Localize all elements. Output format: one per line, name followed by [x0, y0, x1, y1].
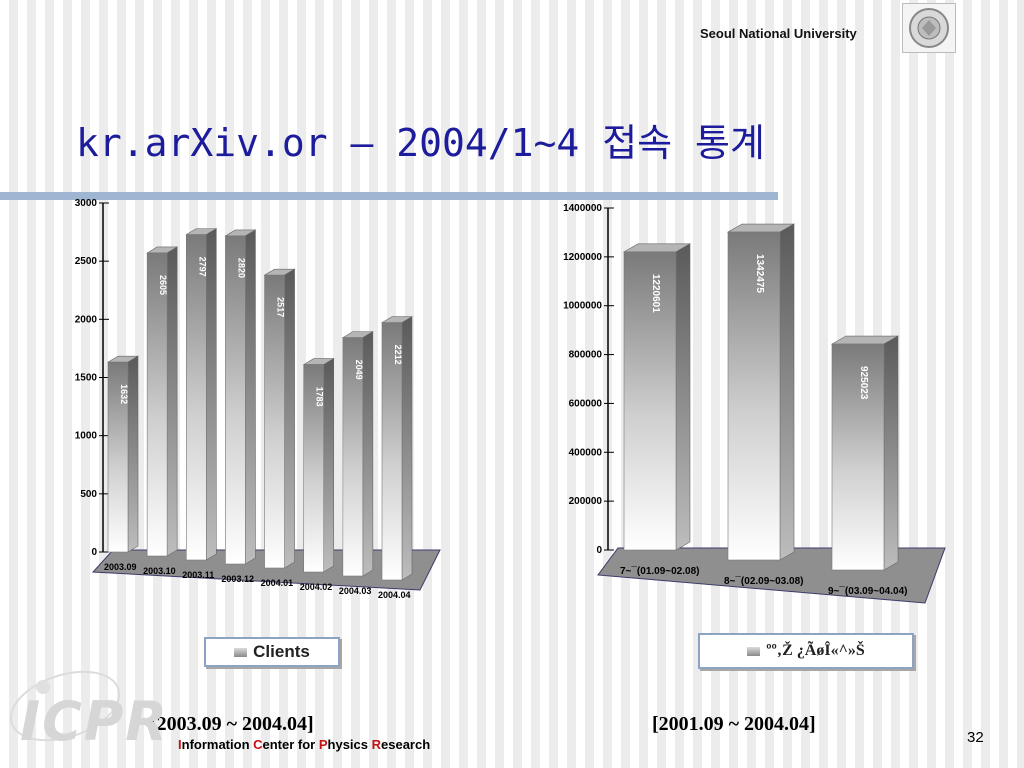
icpr-logo: ICPR [20, 690, 169, 753]
data-label: 2212 [393, 345, 403, 365]
bar [264, 274, 285, 569]
bar [381, 322, 403, 581]
bar [107, 361, 129, 553]
bar [185, 234, 207, 561]
bar [727, 231, 781, 561]
bar-side [883, 335, 899, 571]
category-label: 2004.01 [261, 578, 294, 588]
y-tick-label: 600000 [569, 398, 603, 409]
data-label: 2517 [276, 297, 286, 317]
data-label: 2820 [236, 258, 246, 278]
bar-side [205, 228, 217, 561]
y-tick-label: 0 [91, 547, 97, 558]
data-label: 1342475 [754, 254, 765, 293]
footer-initial-p: P [318, 737, 328, 752]
range-right: [2001.09 ~ 2004.04] [652, 713, 816, 735]
range-left: [2003.09 ~ 2004.04] [150, 713, 314, 735]
data-label: 2797 [197, 257, 207, 277]
y-tick-label: 1200000 [563, 252, 602, 263]
bar [303, 364, 325, 573]
y-tick-label: 0 [596, 545, 602, 556]
data-label: 1783 [315, 387, 325, 407]
footer-initial-r: R [371, 737, 382, 752]
y-tick-label: 200000 [569, 496, 603, 507]
page-number: 32 [967, 729, 984, 746]
y-tick-label: 2000 [75, 314, 98, 325]
legend-clients: Clients [204, 637, 340, 667]
bar [225, 235, 246, 565]
slide-title: kr.arXiv.or – 2004/1~4 접속 통계 [76, 121, 765, 165]
data-label: 2049 [354, 360, 364, 380]
category-label: 2003.11 [182, 570, 214, 580]
title-rule [0, 192, 778, 200]
footer-word4: esearch [381, 737, 431, 752]
footer-initial-c: C [253, 737, 263, 752]
data-label: 925023 [858, 366, 869, 400]
category-label: 7~¯(01.09~02.08) [620, 565, 699, 577]
header-org: Seoul National University [700, 26, 857, 41]
y-tick-label: 1400000 [563, 203, 602, 214]
legend-right: ºº‚Ž ¿ÃøÎ«^»Š [698, 633, 914, 669]
legend-swatch [234, 647, 248, 657]
data-label: 1220601 [650, 274, 661, 313]
y-tick-label: 3000 [75, 198, 98, 209]
bar [831, 343, 885, 571]
category-label: 8~¯(02.09~03.08) [724, 575, 803, 587]
y-tick-label: 1000000 [563, 301, 602, 312]
y-tick-label: 800000 [569, 350, 603, 361]
y-tick-label: 2500 [75, 256, 98, 267]
data-label: 1632 [119, 384, 129, 404]
legend-right-label: ºº‚Ž ¿ÃøÎ«^»Š [766, 642, 865, 659]
footer-word3: hysics [327, 737, 372, 752]
y-tick-label: 500 [80, 489, 97, 500]
y-tick-label: 1500 [75, 373, 98, 384]
category-label: 2004.02 [300, 582, 333, 592]
footer-org: Information Center for Physics Research [178, 737, 430, 752]
bar-side [675, 243, 691, 551]
legend-swatch [747, 646, 761, 656]
category-label: 2004.04 [378, 590, 411, 600]
footer-initial-i: I [178, 737, 182, 752]
bar-side [779, 223, 795, 561]
university-seal-icon [902, 3, 956, 53]
logo-dot [36, 680, 50, 694]
category-label: 2003.12 [221, 574, 254, 584]
category-label: 2003.10 [143, 566, 176, 576]
bar-side [245, 229, 256, 565]
footer-word2: enter for [262, 737, 319, 752]
y-tick-label: 400000 [569, 447, 603, 458]
category-label: 9~¯(03.09~04.04) [828, 585, 907, 597]
bar [342, 337, 364, 577]
y-tick-label: 1000 [75, 431, 98, 442]
bar [146, 252, 168, 557]
legend-clients-label: Clients [253, 642, 310, 661]
bar [623, 251, 677, 551]
data-label: 2605 [158, 275, 168, 295]
footer-word1: nformation [181, 737, 254, 752]
category-label: 2004.03 [339, 586, 372, 596]
category-label: 2003.09 [104, 562, 137, 572]
